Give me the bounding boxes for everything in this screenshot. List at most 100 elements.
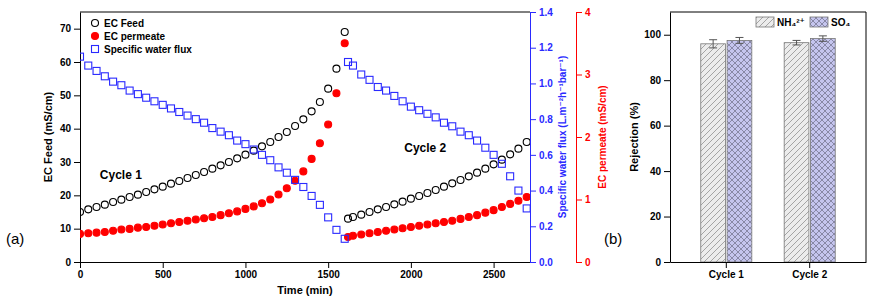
data-point <box>234 137 241 144</box>
data-point <box>366 230 373 237</box>
data-point <box>292 123 299 130</box>
data-point <box>316 201 323 208</box>
data-point <box>424 110 431 117</box>
data-point <box>258 151 265 158</box>
tick-label: 1.4 <box>539 7 553 18</box>
data-point <box>465 132 472 139</box>
tick: 0.6 <box>530 150 553 161</box>
data-point <box>225 132 232 139</box>
tick: 0 <box>655 257 670 268</box>
data-point <box>515 145 522 152</box>
tick: 4 <box>576 7 591 18</box>
axis: 010203040506070 <box>60 13 81 268</box>
tick-mark <box>530 191 536 192</box>
data-point <box>474 169 481 176</box>
data-point <box>515 197 522 204</box>
tick-label: 0.4 <box>539 185 553 196</box>
data-point <box>167 220 174 227</box>
tick-label: 0 <box>78 269 84 280</box>
data-point <box>283 129 290 136</box>
frame <box>670 12 866 262</box>
tick-mark <box>530 119 536 120</box>
tick-mark <box>80 262 81 268</box>
data-point <box>101 73 108 80</box>
data-point <box>143 94 150 101</box>
legend-label: SO₄ <box>831 17 850 28</box>
tick-mark <box>664 171 670 172</box>
tick-label: 0.0 <box>539 257 553 268</box>
series <box>727 36 835 262</box>
data-point <box>275 164 282 171</box>
error-bar <box>735 37 743 43</box>
tick: 20 <box>60 190 80 201</box>
data-point <box>217 212 224 219</box>
series <box>80 53 530 242</box>
data-point <box>184 175 191 182</box>
data-point <box>258 200 265 207</box>
bar <box>810 39 835 262</box>
bar <box>784 43 809 262</box>
tick-mark <box>664 35 670 36</box>
data-point <box>482 209 489 216</box>
tick-label: 0.8 <box>539 114 553 125</box>
data-point <box>416 193 423 200</box>
tick: 20 <box>650 211 670 222</box>
data-point <box>515 187 522 194</box>
data-point <box>176 109 183 116</box>
tick-mark <box>576 137 582 138</box>
data-point <box>167 180 174 187</box>
data-point <box>316 99 323 106</box>
tick-label: 1000 <box>235 269 258 280</box>
data-point <box>110 227 117 234</box>
tick: 40 <box>650 166 670 177</box>
data-point <box>523 194 530 201</box>
data-point <box>126 87 133 94</box>
data-point <box>275 191 282 198</box>
tick-label: 40 <box>650 166 662 177</box>
data-point <box>507 151 514 158</box>
data-point <box>482 144 489 151</box>
data-point <box>134 224 141 231</box>
data-point <box>151 186 158 193</box>
plot-area <box>80 29 530 243</box>
data-point <box>440 119 447 126</box>
data-point <box>407 195 414 202</box>
data-point <box>482 165 489 172</box>
data-point <box>159 221 166 228</box>
data-point <box>358 211 365 218</box>
data-point <box>300 184 307 191</box>
data-point <box>457 177 464 184</box>
tick: 30 <box>60 157 80 168</box>
tick-mark <box>576 75 582 76</box>
data-point <box>449 217 456 224</box>
data-point <box>366 209 373 216</box>
data-point <box>118 196 125 203</box>
data-point <box>209 214 216 221</box>
tick: 1500 <box>318 262 341 280</box>
data-point <box>416 222 423 229</box>
tick: 1000 <box>235 262 258 280</box>
data-point <box>234 155 241 162</box>
axis-line <box>671 262 867 263</box>
legend: EC FeedEC permeateSpecific water flux <box>92 18 193 55</box>
data-point <box>490 161 497 168</box>
error-bar <box>819 36 827 41</box>
data-point <box>316 140 323 147</box>
data-point <box>341 29 348 36</box>
tick: 0.4 <box>530 185 553 196</box>
tick-label: 0 <box>65 257 71 268</box>
data-point <box>209 165 216 172</box>
figure: 050010001500200025000102030405060700.00.… <box>0 0 877 300</box>
legend-label: NH₄²⁺ <box>777 17 805 28</box>
data-point <box>349 232 356 239</box>
tick-mark <box>664 217 670 218</box>
tick-label: 60 <box>60 57 72 68</box>
data-point <box>126 194 133 201</box>
data-point <box>341 40 348 47</box>
tick: Cycle 1 <box>709 262 744 280</box>
tick-label: 2500 <box>483 269 506 280</box>
data-point <box>507 200 514 207</box>
data-point <box>110 199 117 206</box>
data-point <box>93 67 100 74</box>
legend-label: EC Feed <box>104 18 144 29</box>
